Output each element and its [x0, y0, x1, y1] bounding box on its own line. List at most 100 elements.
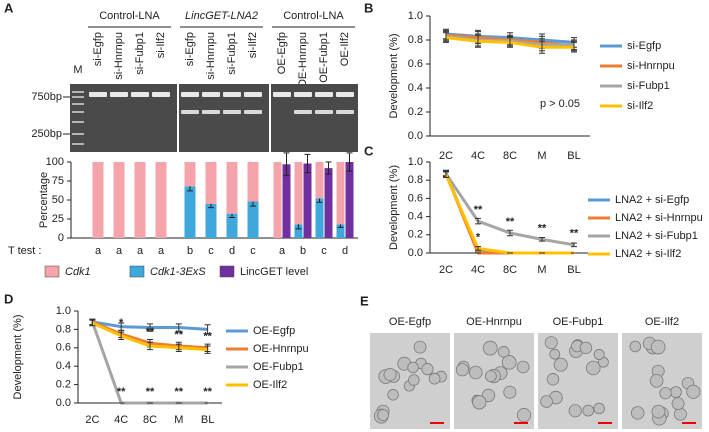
marker-label: M — [73, 64, 82, 76]
y-tick-label: 0.4 — [408, 211, 423, 223]
legend-swatch — [44, 265, 60, 278]
bar-segment — [303, 163, 312, 238]
embryo — [582, 404, 595, 417]
x-tick-label: 2C — [85, 414, 99, 426]
y-axis-label: Development (%) — [388, 34, 400, 119]
embryo — [568, 404, 582, 418]
error-bar — [175, 323, 182, 332]
embryo — [472, 395, 487, 410]
bar-segment — [226, 162, 238, 214]
significance-mark: ** — [203, 331, 212, 343]
legend-label: OE-Hnrnpu — [253, 343, 309, 355]
legend-label: OE-Fubp1 — [253, 361, 304, 373]
error-bar — [475, 217, 481, 225]
y-axis-label: Development (%) — [388, 165, 400, 250]
significance-mark: ** — [146, 386, 155, 398]
embryo — [593, 402, 605, 415]
error-bar — [89, 319, 96, 327]
embryo — [650, 339, 666, 355]
x-tick-label: 8C — [503, 150, 517, 162]
embryo — [501, 355, 517, 370]
legend-swatch — [219, 265, 235, 278]
embryo — [497, 346, 510, 358]
y-axis-label: Percentage — [38, 172, 50, 228]
significance-mark: ** — [474, 204, 483, 216]
x-tick-label: 2C — [439, 264, 453, 276]
y-tick-label: 0.8 — [408, 34, 423, 46]
t-test-letter: a — [158, 245, 165, 257]
embryo — [553, 357, 568, 372]
bar-segment — [294, 162, 303, 225]
significance-mark: * — [476, 231, 481, 243]
t-test-letter: a — [116, 245, 123, 257]
lane-label: OE-Hnrnpu — [297, 32, 309, 88]
significance-mark: ** — [570, 228, 579, 240]
y-tick-label: 0.0 — [56, 397, 71, 409]
significance-mark: ** — [203, 386, 212, 398]
x-tick-label: 4C — [471, 150, 485, 162]
bar-segment — [226, 213, 238, 238]
y-tick-label: 0.8 — [56, 323, 71, 335]
gel-band — [244, 92, 262, 97]
embryo — [546, 373, 560, 386]
panel-label: D — [4, 291, 13, 306]
t-test-letter: b — [187, 245, 193, 257]
significance-mark: ** — [146, 326, 155, 338]
bar-segment — [336, 224, 345, 238]
bar-segment — [113, 162, 125, 238]
embryo — [516, 360, 530, 374]
legend-label: si-Fubp1 — [627, 80, 670, 92]
group-header: Control-LNA — [283, 10, 344, 22]
embryo — [629, 340, 642, 353]
t-test-letter: a — [95, 245, 102, 257]
error-bar — [571, 41, 577, 53]
embryo — [482, 340, 498, 356]
error-bar — [507, 37, 513, 48]
micrograph-label: OE-Ilf2 — [645, 316, 679, 328]
y-tick-label: 1.0 — [56, 305, 71, 317]
bar-segment — [205, 162, 217, 204]
x-tick-label: BL — [567, 150, 580, 162]
lane-label: OE-Egfp — [276, 32, 288, 74]
gel-band — [131, 92, 149, 97]
embryo — [413, 340, 427, 354]
gel-band — [336, 92, 354, 97]
lane-label: OE-Ilf2 — [339, 32, 351, 66]
embryo — [586, 360, 601, 376]
t-test-letter: c — [250, 245, 256, 257]
t-test-letter: a — [279, 245, 286, 257]
lane-label: si-Egfp — [184, 32, 196, 66]
error-bar — [118, 331, 125, 341]
error-bar — [507, 229, 513, 237]
t-test-letter: d — [342, 245, 348, 257]
x-tick-label: BL — [201, 414, 214, 426]
bar-segment — [282, 164, 291, 238]
error-bar — [443, 32, 449, 43]
embryo — [540, 395, 553, 408]
bar-segment — [315, 162, 324, 199]
error-bar — [147, 323, 153, 332]
lane-label: OE-Fubp1 — [318, 32, 330, 83]
significance-mark: ** — [175, 386, 184, 398]
x-tick-label: M — [174, 414, 183, 426]
significance-mark: ** — [117, 386, 126, 398]
y-tick-label: 0.6 — [408, 58, 423, 70]
error-bar — [346, 152, 353, 172]
legend-label: OE-Ilf2 — [253, 379, 287, 391]
bar-segment — [273, 162, 282, 238]
y-axis-label: Development (%) — [12, 315, 24, 400]
x-tick-label: 4C — [471, 264, 485, 276]
legend-label: LNA2 + si-Ilf2 — [615, 248, 681, 260]
gel-band — [223, 92, 241, 97]
gel-band — [152, 92, 170, 97]
legend-label: LincGET level — [240, 266, 308, 278]
x-tick-label: 4C — [114, 414, 128, 426]
y-tick-label: 0.0 — [408, 130, 423, 142]
error-bar — [539, 40, 545, 54]
bar-segment — [92, 162, 104, 238]
error-bar — [325, 161, 332, 175]
embryo — [659, 387, 672, 400]
band-size: 750bp — [31, 91, 62, 103]
y-tick-label: 25 — [52, 213, 64, 225]
